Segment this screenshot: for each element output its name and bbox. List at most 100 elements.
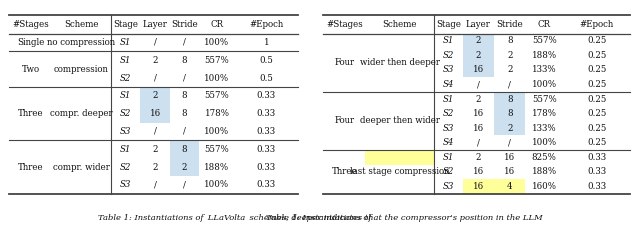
Text: 557%: 557% xyxy=(205,91,229,100)
Text: Single: Single xyxy=(17,38,44,47)
Text: /: / xyxy=(477,80,480,89)
Text: Three: Three xyxy=(18,163,44,172)
Text: 16: 16 xyxy=(473,167,484,176)
Text: 0.25: 0.25 xyxy=(587,124,607,133)
Text: 8: 8 xyxy=(507,109,513,118)
Text: CR: CR xyxy=(538,20,551,29)
Text: 16: 16 xyxy=(473,109,484,118)
Text: S1: S1 xyxy=(120,145,131,154)
Text: 0.25: 0.25 xyxy=(587,36,607,45)
Text: /: / xyxy=(154,38,157,47)
Text: wider then deeper: wider then deeper xyxy=(360,58,440,67)
Text: 0.33: 0.33 xyxy=(587,153,606,162)
Bar xyxy=(494,106,525,121)
Text: S1: S1 xyxy=(120,56,131,65)
Text: 0.5: 0.5 xyxy=(259,56,273,65)
Text: 0.5: 0.5 xyxy=(259,74,273,83)
Text: /: / xyxy=(508,80,511,89)
Text: Table 1: Instantiations of  LLaVolta  schemes, deeper indicates that the compres: Table 1: Instantiations of LLaVolta sche… xyxy=(98,215,542,222)
Text: 100%: 100% xyxy=(204,127,230,136)
Text: 0.25: 0.25 xyxy=(587,51,607,60)
Text: 0.33: 0.33 xyxy=(257,163,276,172)
Text: 2: 2 xyxy=(507,124,513,133)
Bar xyxy=(463,48,494,63)
Text: 0.25: 0.25 xyxy=(587,109,607,118)
Text: 16: 16 xyxy=(473,124,484,133)
Text: 1: 1 xyxy=(264,38,269,47)
Text: S3: S3 xyxy=(443,182,454,191)
Text: Four: Four xyxy=(334,116,355,126)
Text: 188%: 188% xyxy=(532,167,557,176)
Bar xyxy=(463,63,494,77)
Text: S3: S3 xyxy=(120,180,131,189)
Text: Four: Four xyxy=(334,58,355,67)
Text: Table 1: Instantiations of: Table 1: Instantiations of xyxy=(266,215,374,222)
Text: 0.25: 0.25 xyxy=(587,95,607,104)
Text: 557%: 557% xyxy=(532,95,557,104)
Text: S2: S2 xyxy=(443,167,454,176)
Text: Two: Two xyxy=(22,65,40,74)
Text: 133%: 133% xyxy=(532,124,557,133)
Text: S2: S2 xyxy=(120,109,131,118)
Text: 0.25: 0.25 xyxy=(587,65,607,74)
Text: Layer: Layer xyxy=(143,20,168,29)
Text: 2: 2 xyxy=(476,36,481,45)
Text: Three: Three xyxy=(332,167,357,176)
Text: S2: S2 xyxy=(443,109,454,118)
Text: 8: 8 xyxy=(182,91,188,100)
Text: Stage: Stage xyxy=(113,20,138,29)
Text: 8: 8 xyxy=(182,145,188,154)
Text: 100%: 100% xyxy=(204,74,230,83)
Text: S4: S4 xyxy=(443,138,454,147)
Text: S2: S2 xyxy=(120,74,131,83)
Text: /: / xyxy=(154,180,157,189)
Text: 8: 8 xyxy=(507,36,513,45)
Text: #Stages: #Stages xyxy=(12,20,49,29)
Text: 2: 2 xyxy=(152,56,158,65)
Text: 188%: 188% xyxy=(204,163,230,172)
Text: 557%: 557% xyxy=(205,56,229,65)
Text: Stride: Stride xyxy=(171,20,198,29)
Text: #Epoch: #Epoch xyxy=(580,20,614,29)
Text: S3: S3 xyxy=(443,124,454,133)
Text: CR: CR xyxy=(211,20,223,29)
Text: 16: 16 xyxy=(473,65,484,74)
Text: 2: 2 xyxy=(476,95,481,104)
Text: 0.25: 0.25 xyxy=(587,80,607,89)
Bar xyxy=(170,158,199,176)
Text: 0.33: 0.33 xyxy=(587,182,606,191)
Text: 100%: 100% xyxy=(204,38,230,47)
Text: 557%: 557% xyxy=(205,145,229,154)
Text: /: / xyxy=(154,127,157,136)
Text: Three: Three xyxy=(18,109,44,118)
Text: S2: S2 xyxy=(120,163,131,172)
Text: /: / xyxy=(477,138,480,147)
Text: S3: S3 xyxy=(443,65,454,74)
Text: S1: S1 xyxy=(443,153,454,162)
Text: 133%: 133% xyxy=(532,65,557,74)
Text: 0.33: 0.33 xyxy=(257,180,276,189)
Text: Scheme: Scheme xyxy=(64,20,99,29)
Bar xyxy=(494,121,525,136)
Text: 557%: 557% xyxy=(532,36,557,45)
Text: S1: S1 xyxy=(443,95,454,104)
Text: /: / xyxy=(508,138,511,147)
Text: Scheme: Scheme xyxy=(383,20,417,29)
Text: Layer: Layer xyxy=(466,20,491,29)
Text: 100%: 100% xyxy=(532,80,557,89)
Bar xyxy=(140,87,170,105)
Text: 8: 8 xyxy=(507,95,513,104)
Text: 16: 16 xyxy=(150,109,161,118)
Text: 100%: 100% xyxy=(532,138,557,147)
Text: /: / xyxy=(183,127,186,136)
Text: /: / xyxy=(154,74,157,83)
Text: 2: 2 xyxy=(182,163,188,172)
Text: 0.33: 0.33 xyxy=(257,109,276,118)
Text: compr. wider: compr. wider xyxy=(53,163,110,172)
Text: #Epoch: #Epoch xyxy=(249,20,284,29)
Text: 2: 2 xyxy=(152,91,158,100)
Text: 2: 2 xyxy=(476,51,481,60)
Text: 16: 16 xyxy=(504,153,515,162)
Text: S4: S4 xyxy=(443,80,454,89)
Text: last stage compression: last stage compression xyxy=(350,167,450,176)
